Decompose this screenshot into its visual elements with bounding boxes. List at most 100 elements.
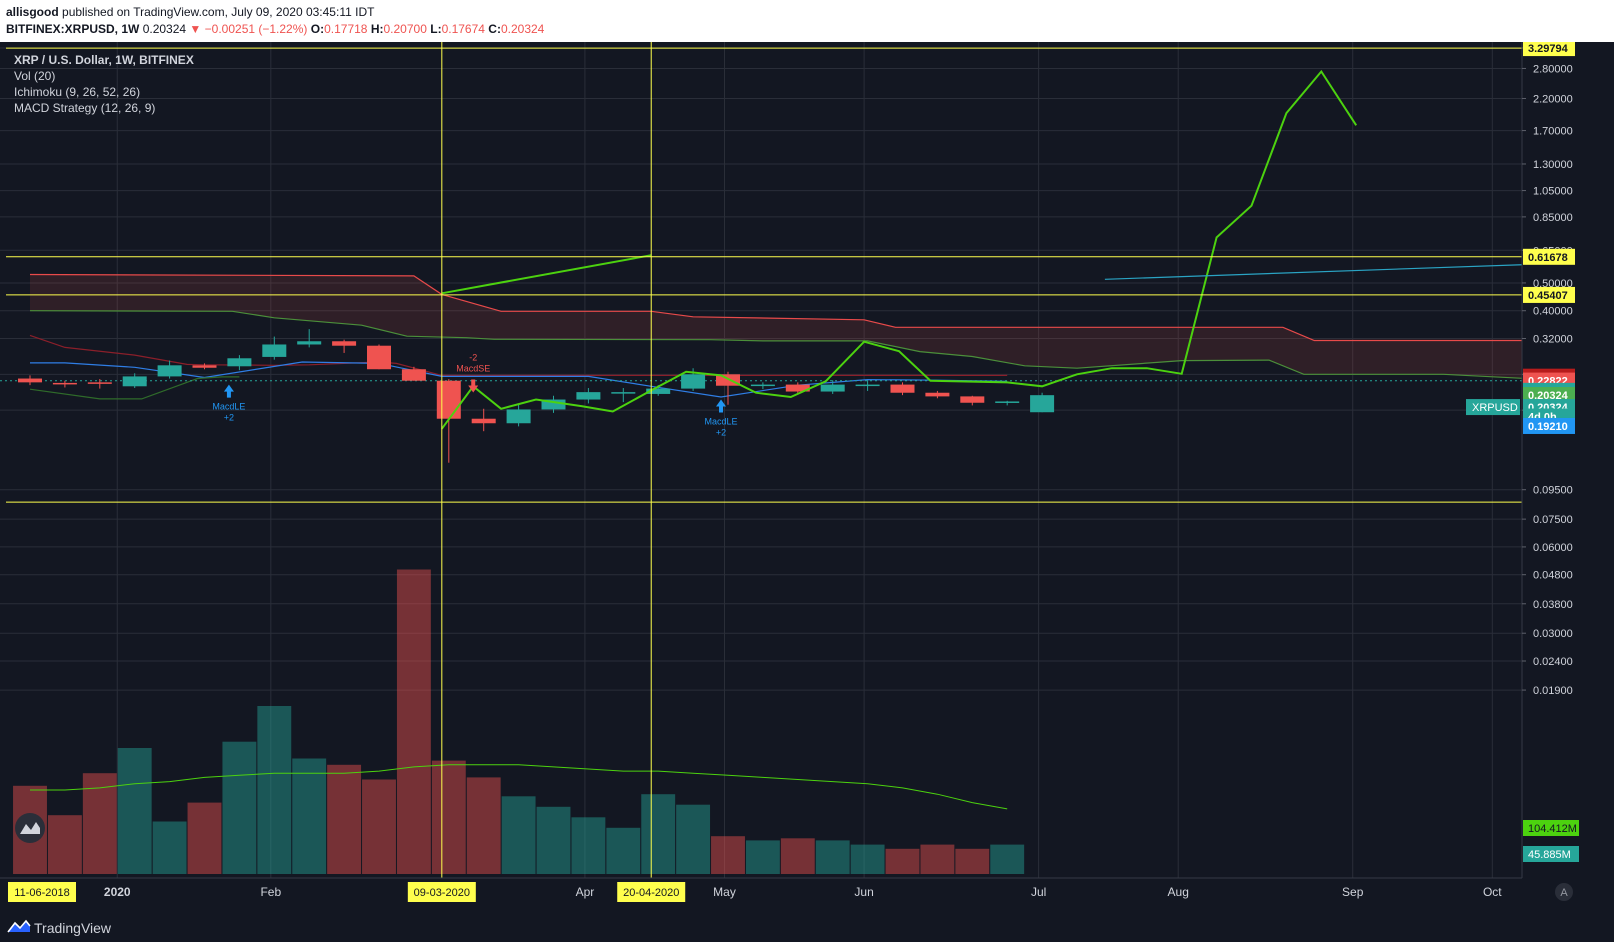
volume-bar [676,804,711,874]
symbol-badge: XRPUSD [1472,402,1518,414]
ichimoku-chikou [29,376,240,400]
candle-body [750,384,775,387]
volume-bar [82,773,117,874]
time-axis: 2020 Feb Apr May Jun Jul Aug Sep Oct [104,885,1502,899]
author-line: allisgood published on TradingView.com, … [6,5,374,19]
price-badge-label: 0.61678 [1528,252,1568,264]
ichimoku-span-b [29,273,1549,342]
volume-badge-label: 45.885M [1528,849,1571,861]
auto-scale-button[interactable]: A [1555,883,1573,901]
price-tick-label: 0.40000 [1533,306,1573,318]
volume-bar [745,840,780,874]
last-price: 0.20324 [142,22,187,36]
candle-body [332,341,357,346]
candle-body [925,392,950,397]
candle-body [576,392,601,400]
projection-segment [441,254,652,295]
signal-marker: MacdLE+2 [212,384,245,423]
price-tick-label: 2.80000 [1533,63,1573,75]
volume-bar [257,706,292,874]
date-marker-bg [8,882,76,902]
volume-badge: 104.412M [1523,820,1579,836]
candle-body [960,396,985,403]
chart-area[interactable]: MacdLE+2-2MacdSEMacdLE+23.300002.800002.… [0,40,1614,912]
candle-body [192,365,217,368]
price-badge: 3.29794 [1523,40,1575,57]
price-tick-label: 0.07500 [1533,514,1573,526]
projection-line [440,69,1358,430]
candle-body [157,365,182,377]
date-marker-bg [407,882,476,902]
volume-bar [152,821,187,874]
publish-info: published on TradingView.com, July 09, 2… [62,5,375,19]
signal-marker: MacdLE+2 [705,399,738,438]
time-tick-label: 2020 [104,885,131,899]
candle-body [297,341,322,345]
volume-bar [327,764,362,874]
candle-body [855,384,880,387]
candle-body [471,418,496,424]
volume-bar [187,802,222,874]
open-label: O: [310,22,325,36]
volume-badge: 45.885M [1523,846,1579,862]
volume-bar [571,817,606,874]
time-tick-label: Jul [1031,885,1046,899]
tradingview-logo-icon[interactable] [6,918,32,936]
price-tick-label: 0.03000 [1533,628,1573,640]
candle-body [227,358,252,367]
legend-vol[interactable]: Vol (20) [14,69,56,83]
candle-body [506,409,531,424]
footer: TradingView [0,912,1614,942]
ohlc-line: BITFINEX:XRPUSD, 1W 0.20324 ▼ −0.00251 (… [6,22,544,36]
price-tick-label: 0.32000 [1533,334,1573,346]
signal-quantity: +2 [716,428,726,438]
price-tick-label: 0.02400 [1533,656,1573,668]
date-marker-badge: 11-06-2018 [8,882,76,902]
candle-body [611,392,636,394]
time-tick-label: Apr [576,885,595,899]
down-arrow-icon: ▼ [189,22,202,36]
candle-body [541,399,566,410]
legend-ichimoku[interactable]: Ichimoku (9, 26, 52, 26) [14,85,141,99]
price-tick-label: 0.85000 [1533,212,1573,224]
tradingview-brand[interactable]: TradingView [34,920,112,936]
candles [18,329,1055,463]
candle-body [890,384,915,393]
price-badge-label: 0.20324 [1528,390,1569,402]
volume-bar [990,844,1025,874]
price-tick-label: 0.01900 [1533,685,1573,697]
volume-badge-label: 104.412M [1528,823,1577,835]
ichimoku-cloud [30,274,1549,380]
volume-bar [362,779,396,874]
volume-bar [885,848,920,874]
volume-bars [13,569,1025,874]
legend-macd[interactable]: MACD Strategy (12, 26, 9) [14,101,156,115]
volume-bar [920,844,955,874]
volume-bar [641,794,676,874]
candle-body [646,388,671,394]
volume-bar [606,827,641,874]
price-tick-label: 0.06000 [1533,542,1573,554]
volume-bar [396,569,431,874]
candle-body [122,376,147,387]
open-value: 0.17718 [324,22,368,36]
author-name[interactable]: allisgood [6,5,59,19]
time-tick-label: May [713,885,736,899]
auto-scale-button-bg [1555,883,1573,901]
price-tick-label: 1.70000 [1533,126,1573,138]
price-badge: 0.20324 [1523,387,1575,404]
date-marker-label: 20-04-2020 [623,887,679,899]
time-tick-label: Aug [1168,885,1189,899]
time-tick-label: Feb [260,885,281,899]
signal-arrow-up-icon [223,384,234,398]
watermark-circle [15,813,45,843]
volume-bar [850,844,885,874]
price-tick-label: 1.05000 [1533,186,1573,198]
volume-bar [431,760,466,874]
tradingview-watermark-icon [15,813,45,843]
chart-svg[interactable]: MacdLE+2-2MacdSEMacdLE+23.300002.800002.… [0,40,1614,912]
signal-label: MacdLE [705,417,738,427]
signal-label: MacdSE [456,364,490,374]
close-label: C: [488,22,501,36]
